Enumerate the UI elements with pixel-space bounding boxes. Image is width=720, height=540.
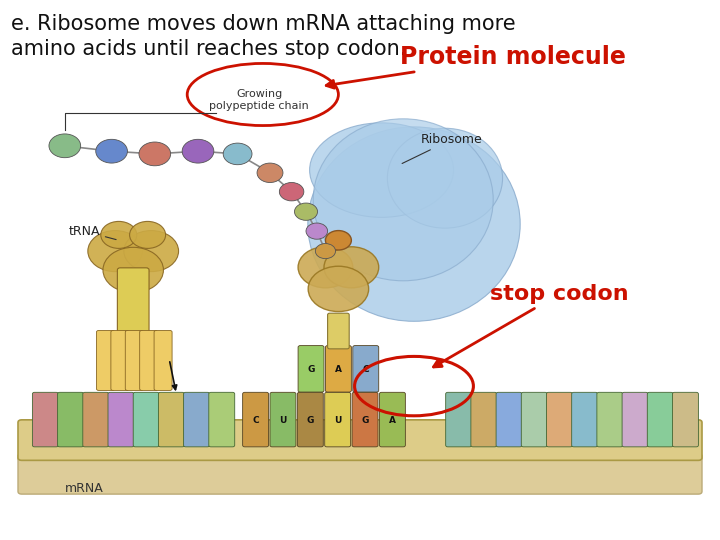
Text: G: G	[307, 365, 315, 374]
Text: U: U	[334, 416, 341, 425]
FancyBboxPatch shape	[298, 346, 324, 392]
FancyBboxPatch shape	[597, 392, 623, 447]
Text: A: A	[389, 416, 396, 425]
FancyBboxPatch shape	[328, 313, 349, 349]
Circle shape	[103, 247, 163, 293]
FancyBboxPatch shape	[446, 392, 472, 447]
Circle shape	[49, 134, 81, 158]
Text: Protein molecule: Protein molecule	[326, 45, 626, 88]
FancyBboxPatch shape	[18, 454, 702, 494]
Text: mRNA: mRNA	[65, 482, 104, 495]
Circle shape	[96, 139, 127, 163]
Circle shape	[101, 221, 137, 248]
Circle shape	[279, 183, 304, 201]
FancyBboxPatch shape	[352, 392, 378, 447]
Text: Growing
polypeptide chain: Growing polypeptide chain	[210, 89, 309, 111]
Text: tRNA: tRNA	[68, 225, 116, 240]
FancyBboxPatch shape	[133, 392, 159, 447]
FancyBboxPatch shape	[353, 346, 379, 392]
FancyBboxPatch shape	[58, 392, 84, 447]
FancyBboxPatch shape	[108, 392, 134, 447]
Circle shape	[257, 163, 283, 183]
Circle shape	[124, 231, 179, 272]
FancyBboxPatch shape	[125, 330, 143, 390]
FancyBboxPatch shape	[672, 392, 698, 447]
Text: Ribosome: Ribosome	[402, 133, 483, 164]
FancyBboxPatch shape	[546, 392, 572, 447]
FancyBboxPatch shape	[572, 392, 598, 447]
Text: C: C	[252, 416, 259, 425]
Circle shape	[308, 266, 369, 312]
FancyBboxPatch shape	[154, 330, 172, 390]
FancyBboxPatch shape	[270, 392, 296, 447]
Ellipse shape	[310, 123, 454, 217]
FancyBboxPatch shape	[96, 330, 114, 390]
FancyBboxPatch shape	[117, 268, 149, 337]
FancyBboxPatch shape	[111, 330, 129, 390]
FancyBboxPatch shape	[647, 392, 673, 447]
Circle shape	[139, 142, 171, 166]
Text: U: U	[279, 416, 287, 425]
FancyBboxPatch shape	[471, 392, 497, 447]
FancyBboxPatch shape	[140, 330, 158, 390]
FancyBboxPatch shape	[209, 392, 235, 447]
Circle shape	[223, 143, 252, 165]
FancyBboxPatch shape	[325, 346, 351, 392]
Circle shape	[294, 203, 318, 220]
Circle shape	[306, 223, 328, 239]
FancyBboxPatch shape	[622, 392, 648, 447]
Circle shape	[130, 221, 166, 248]
FancyBboxPatch shape	[521, 392, 547, 447]
Circle shape	[324, 247, 379, 288]
FancyBboxPatch shape	[297, 392, 323, 447]
Text: e. Ribosome moves down mRNA attaching more
amino acids until reaches stop codon.: e. Ribosome moves down mRNA attaching mo…	[11, 14, 516, 59]
FancyBboxPatch shape	[18, 420, 702, 460]
Circle shape	[88, 231, 143, 272]
FancyBboxPatch shape	[243, 392, 269, 447]
FancyBboxPatch shape	[184, 392, 210, 447]
Circle shape	[182, 139, 214, 163]
Text: stop codon: stop codon	[433, 284, 629, 367]
Ellipse shape	[307, 127, 520, 321]
FancyBboxPatch shape	[158, 392, 184, 447]
Ellipse shape	[387, 128, 503, 228]
Text: G: G	[361, 416, 369, 425]
Circle shape	[315, 244, 336, 259]
FancyBboxPatch shape	[32, 392, 58, 447]
FancyBboxPatch shape	[83, 392, 109, 447]
Text: C: C	[362, 365, 369, 374]
FancyBboxPatch shape	[496, 392, 522, 447]
FancyBboxPatch shape	[379, 392, 405, 447]
Circle shape	[298, 247, 353, 288]
Circle shape	[325, 231, 351, 250]
Text: G: G	[307, 416, 314, 425]
Text: A: A	[335, 365, 342, 374]
Ellipse shape	[313, 119, 493, 281]
FancyBboxPatch shape	[325, 392, 351, 447]
